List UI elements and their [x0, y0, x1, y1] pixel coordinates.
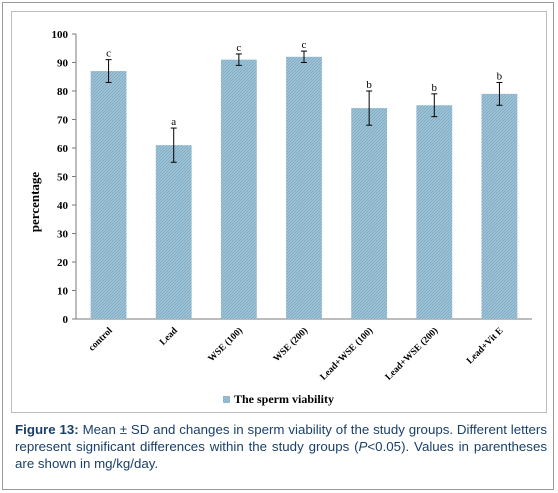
- x-tick-label: WSE (100): [206, 325, 245, 364]
- significance-letter: a: [171, 116, 176, 128]
- bar: [286, 56, 322, 320]
- caption-text-before: Mean ± SD and changes in sperm viability…: [15, 422, 548, 454]
- y-tick-label: 70: [57, 115, 69, 127]
- caption-text-after: <0.05). Values in parentheses are shown …: [15, 439, 548, 471]
- bar: [416, 105, 453, 319]
- significance-letter: b: [366, 79, 372, 91]
- bar: [351, 108, 388, 319]
- y-tick-label: 50: [57, 172, 69, 184]
- bar: [90, 71, 127, 319]
- significance-letter: b: [497, 70, 503, 82]
- legend-label: The sperm viability: [234, 392, 334, 406]
- x-tick-label: WSE (200): [271, 325, 310, 364]
- y-tick-label: 40: [57, 200, 69, 212]
- significance-letter: c: [236, 42, 241, 54]
- figure-frame: percentage 0 10 20 30 40 50 60 70 80 90 100 c contr…: [2, 2, 554, 490]
- legend-swatch: [223, 396, 230, 403]
- caption-p-symbol: P: [358, 439, 368, 454]
- y-tick-label: 0: [63, 314, 69, 326]
- y-tick-label: 30: [57, 229, 69, 241]
- x-tick-label: control: [87, 326, 115, 354]
- bar-chart: percentage 0 10 20 30 40 50 60 70 80 90 100 c contr…: [27, 29, 532, 406]
- significance-letter: c: [106, 48, 111, 60]
- y-tick-label: 10: [57, 286, 69, 298]
- y-axis-label: percentage: [27, 172, 42, 233]
- bar: [481, 93, 518, 319]
- bar: [155, 145, 192, 319]
- y-tick-label: 100: [52, 29, 69, 41]
- significance-letter: c: [302, 39, 307, 51]
- significance-letter: b: [432, 82, 438, 94]
- x-tick-label: Lead+WSE (200): [383, 325, 440, 382]
- bar: [220, 59, 257, 320]
- caption-label: Figure 13:: [15, 422, 79, 437]
- chart-area: percentage 0 10 20 30 40 50 60 70 80 90 100 c contr…: [11, 11, 547, 413]
- x-tick-label: Lead+WSE (100): [318, 325, 375, 382]
- y-tick-label: 90: [57, 58, 69, 70]
- figure-caption: Figure 13: Mean ± SD and changes in sper…: [15, 421, 547, 472]
- y-tick-label: 80: [57, 86, 69, 98]
- x-tick-label: Lead+Vit E: [465, 326, 505, 366]
- y-tick-label: 20: [57, 257, 69, 269]
- y-tick-label: 60: [57, 143, 69, 155]
- legend: The sperm viability: [223, 392, 334, 406]
- x-tick-label: Lead: [158, 326, 180, 348]
